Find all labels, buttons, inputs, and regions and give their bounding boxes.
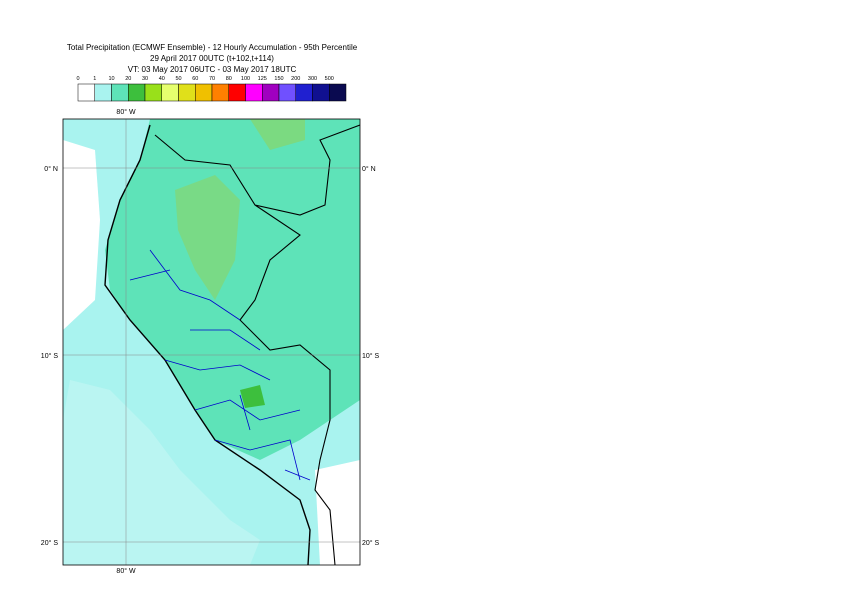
legend-swatch: [329, 83, 347, 102]
legend-swatch: [77, 83, 95, 102]
legend-label: 50: [175, 76, 181, 82]
wet-land: [105, 119, 360, 460]
heavy-rain: [250, 119, 305, 150]
valid-time: VT: 03 May 2017 06UTC - 03 May 2017 18UT…: [128, 65, 297, 74]
legend-label: 200: [291, 76, 300, 82]
legend-label: 20: [125, 76, 131, 82]
map: [63, 119, 360, 565]
legend-swatch: [195, 83, 213, 102]
lon-label: 80° W: [116, 108, 136, 116]
legend-label: 100: [241, 76, 250, 82]
lat-label: 10° S: [41, 352, 59, 360]
legend-label: 70: [209, 76, 215, 82]
dry-area: [63, 140, 100, 330]
lat-label: 0° N: [362, 165, 376, 173]
dry-area: [63, 380, 260, 565]
legend-swatch: [312, 83, 330, 102]
lat-label: 10° S: [362, 352, 380, 360]
legend: 0 1 10 20 30 40 50 60 70 80 100 125 150 200 300 500: [76, 76, 347, 102]
dry-area: [315, 460, 360, 565]
legend-swatch: [128, 83, 146, 102]
legend-swatch: [228, 83, 246, 102]
legend-label: 300: [308, 76, 317, 82]
legend-swatch: [94, 83, 112, 102]
legend-label: 30: [142, 76, 148, 82]
legend-label: 80: [226, 76, 232, 82]
heavy-rain: [175, 175, 240, 300]
legend-label: 60: [192, 76, 198, 82]
legend-swatch: [111, 83, 129, 102]
legend-swatch: [211, 83, 229, 102]
legend-swatch: [295, 83, 313, 102]
legend-swatch: [262, 83, 280, 102]
legend-label: 125: [258, 76, 267, 82]
legend-swatch: [161, 83, 179, 102]
legend-label: 10: [108, 76, 114, 82]
lat-label: 0° N: [44, 165, 58, 173]
title: Total Precipitation (ECMWF Ensemble) - 1…: [67, 43, 358, 52]
legend-label: 40: [159, 76, 165, 82]
heavy-rain: [240, 385, 265, 408]
region-border: [129, 249, 311, 481]
legend-label: 500: [325, 76, 334, 82]
legend-swatch: [178, 83, 196, 102]
run-time: 29 April 2017 00UTC (t+102,t+114): [150, 54, 274, 63]
legend-label: 150: [274, 76, 283, 82]
legend-swatch: [245, 83, 263, 102]
legend-swatch: [144, 83, 162, 102]
lat-label: 20° S: [362, 539, 380, 547]
legend-label: 1: [93, 76, 96, 82]
lat-label: 20° S: [41, 539, 59, 547]
lon-label: 80° W: [116, 567, 136, 575]
frame: [62, 118, 361, 566]
border: [154, 124, 360, 565]
legend-swatch: [278, 83, 296, 102]
legend-label: 0: [76, 76, 79, 82]
